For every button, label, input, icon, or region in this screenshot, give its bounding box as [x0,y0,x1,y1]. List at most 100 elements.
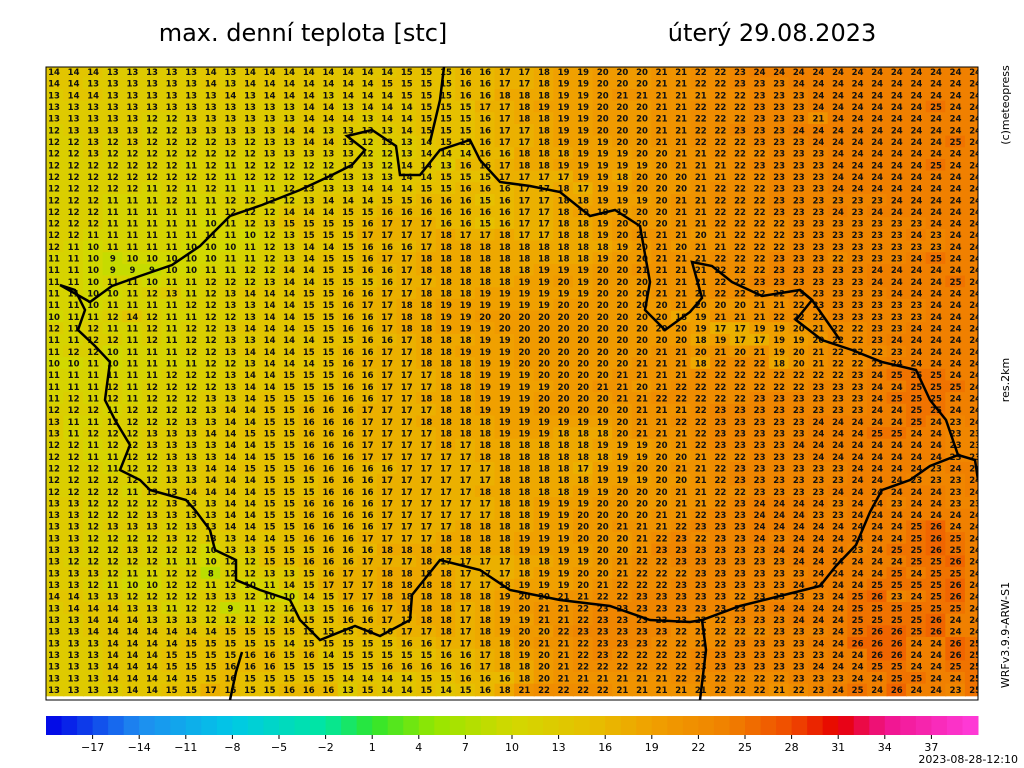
temp-label: 13 [185,418,197,428]
temp-label: 24 [871,406,883,416]
temp-label: 12 [48,325,60,335]
temp-label: 13 [146,616,158,626]
temp-label: 17 [460,604,472,614]
temp-label: 17 [479,558,491,568]
temp-label: 20 [656,208,668,218]
temp-cell [122,123,143,137]
temp-label: 18 [518,150,530,160]
temp-label: 16 [401,243,413,253]
temp-label: 21 [695,91,707,101]
temp-label: 23 [714,418,726,428]
temp-label: 24 [832,616,844,626]
temp-label: 17 [460,231,472,241]
temp-label: 23 [773,161,785,171]
temp-label: 24 [930,639,942,649]
temp-label: 11 [146,348,158,358]
temp-label: 17 [420,523,432,533]
temp-label: 14 [381,68,393,78]
temp-cell [82,100,104,114]
temp-label: 23 [793,639,805,649]
temp-cell [886,67,908,79]
temp-label: 18 [460,593,472,603]
temp-label: 23 [754,581,766,591]
temp-label: 20 [656,185,668,195]
temp-label: 24 [969,511,981,521]
temp-label: 15 [381,80,393,90]
temp-label: 25 [930,604,942,614]
temp-cell [102,112,124,125]
temp-label: 24 [910,185,922,195]
temp-label: 12 [244,616,256,626]
temp-label: 20 [734,301,746,311]
temp-cell [631,67,653,79]
temp-label: 14 [205,488,217,498]
temp-label: 20 [577,348,589,358]
temp-label: 11 [224,185,236,195]
temp-cell [670,100,692,114]
temp-label: 22 [597,593,609,603]
temp-label: 17 [401,266,413,276]
temp-label: 22 [754,185,766,195]
temp-label: 23 [793,115,805,125]
temp-label: 13 [440,161,452,171]
temp-label: 17 [381,476,393,486]
temp-label: 24 [969,336,981,346]
temp-label: 13 [224,348,236,358]
temp-label: 22 [675,394,687,404]
temp-label: 10 [205,220,217,230]
temp-label: 19 [597,488,609,498]
temp-label: 18 [538,150,550,160]
temp-cell [455,100,476,114]
temp-label: 22 [734,243,746,253]
temp-label: 24 [812,103,824,113]
temp-label: 16 [342,429,354,439]
temp-label: 17 [381,348,393,358]
temp-label: 20 [616,255,628,265]
temp-label: 19 [636,476,648,486]
temp-label: 15 [264,406,276,416]
temp-label: 14 [244,453,256,463]
temp-label: 12 [146,290,158,300]
temp-label: 22 [714,453,726,463]
temp-label: 17 [440,511,452,521]
temp-cell [396,100,418,114]
temp-label: 24 [832,628,844,638]
temp-cell [886,88,908,102]
temp-cell [141,88,163,102]
temp-label: 25 [871,429,883,439]
temp-label: 14 [126,639,138,649]
temp-label: 22 [714,208,726,218]
temp-label: 11 [185,231,197,241]
temp-label: 11 [166,220,178,230]
temp-label: 18 [597,243,609,253]
temp-label: 24 [910,336,922,346]
temp-cell [161,123,182,137]
temp-label: 19 [577,546,589,556]
temp-label: 24 [910,429,922,439]
temp-label: 13 [224,103,236,113]
temp-label: 17 [401,464,413,474]
temp-label: 24 [950,161,962,171]
temp-label: 12 [107,173,119,183]
temp-label: 19 [518,394,530,404]
temp-label: 13 [48,523,60,533]
temp-label: 23 [832,511,844,521]
temp-cell [651,67,672,79]
temp-label: 16 [460,208,472,218]
temp-cell [553,112,574,125]
temp-label: 21 [616,371,628,381]
temp-label: 19 [597,138,609,148]
temp-label: 17 [714,325,726,335]
temp-cell [514,77,535,90]
temp-label: 20 [518,313,530,323]
temp-label: 15 [322,266,334,276]
temp-label: 24 [891,115,903,125]
temp-label: 17 [381,325,393,335]
temp-label: 12 [205,348,217,358]
temp-label: 14 [244,348,256,358]
temp-label: 13 [283,138,295,148]
temp-cell [866,88,888,102]
temp-label: 17 [401,278,413,288]
temp-label: 24 [910,255,922,265]
temp-label: 17 [460,628,472,638]
